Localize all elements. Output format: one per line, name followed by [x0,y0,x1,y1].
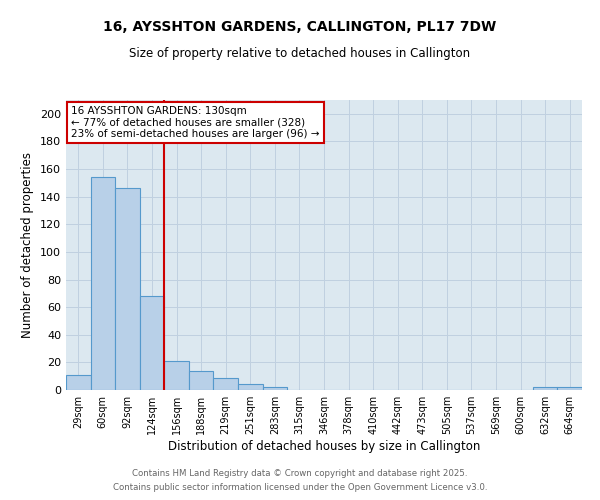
Bar [66,375,91,390]
Bar [140,296,164,390]
Bar [263,387,287,390]
Text: Size of property relative to detached houses in Callington: Size of property relative to detached ho… [130,48,470,60]
Bar [557,387,582,390]
Bar [91,178,115,390]
Text: 16 AYSSHTON GARDENS: 130sqm
← 77% of detached houses are smaller (328)
23% of se: 16 AYSSHTON GARDENS: 130sqm ← 77% of det… [71,106,320,139]
Bar [238,384,263,390]
Bar [115,188,140,390]
Y-axis label: Number of detached properties: Number of detached properties [22,152,34,338]
Bar [533,387,557,390]
Text: Contains public sector information licensed under the Open Government Licence v3: Contains public sector information licen… [113,484,487,492]
Bar [164,361,189,390]
Text: Contains HM Land Registry data © Crown copyright and database right 2025.: Contains HM Land Registry data © Crown c… [132,468,468,477]
Text: 16, AYSSHTON GARDENS, CALLINGTON, PL17 7DW: 16, AYSSHTON GARDENS, CALLINGTON, PL17 7… [103,20,497,34]
Bar [189,370,214,390]
X-axis label: Distribution of detached houses by size in Callington: Distribution of detached houses by size … [168,440,480,453]
Bar [214,378,238,390]
